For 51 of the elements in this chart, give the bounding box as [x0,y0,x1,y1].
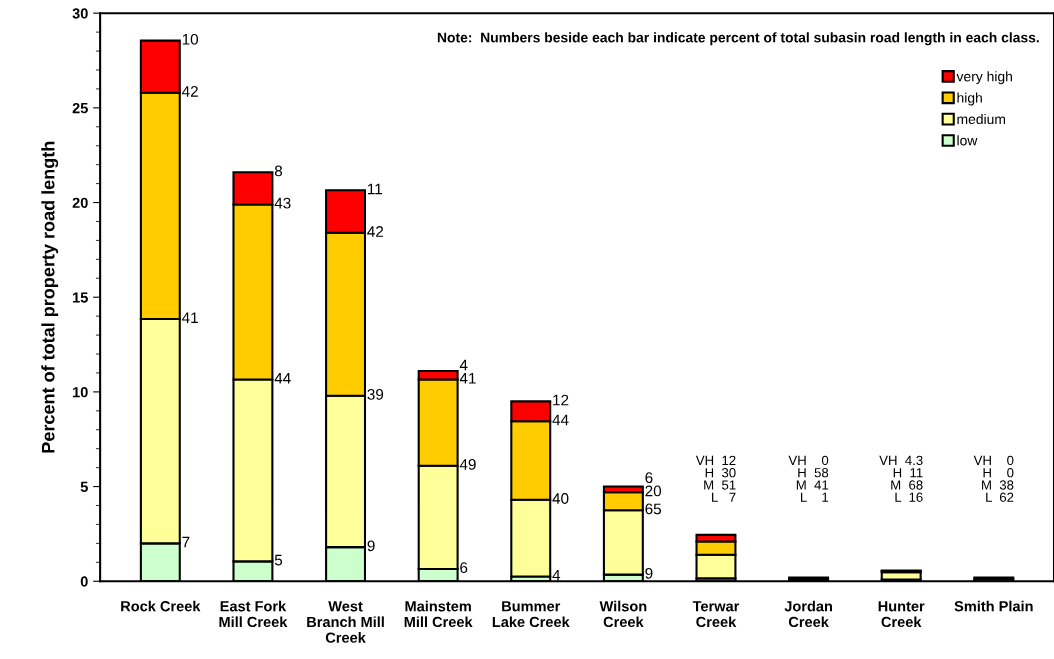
annotation: VH 12 H 30 M 51 L 7 [695,455,736,502]
annotation: 40 [552,493,569,504]
y-tick-label: 25 [72,102,88,114]
annotation: 8 [274,165,283,177]
annotation: VH 0 H 58 M 41 L 1 [788,455,829,502]
x-tick-label: Wilson Creek [599,600,647,628]
y-tick-label: 0 [80,576,88,587]
annotation: 12 [553,394,569,406]
annotation: 65 [645,503,662,515]
annotation: 41 [181,312,198,323]
y-tick-label: 15 [73,292,88,303]
y-tick-label: 5 [80,481,88,492]
x-tick-label: Rock Creek [121,600,201,612]
legend-label: very high [956,71,1012,85]
y-tick-label: 10 [73,386,88,398]
legend-label: low [957,135,978,146]
y-tick-label: 30 [72,8,88,19]
legend-label: high [957,92,982,106]
y-axis-title: Percent of total property road length [41,141,59,453]
annotation: 44 [552,414,569,426]
annotation: 9 [645,567,653,579]
annotation: 6 [645,472,653,484]
annotation: 7 [182,536,190,548]
annotation: 44 [274,373,291,384]
annotation: 10 [182,33,199,45]
x-tick-label: Terwar Creek [692,601,740,628]
annotation: 4 [459,359,468,371]
annotation: 5 [274,554,283,566]
annotation: 9 [367,540,375,552]
annotation: 6 [460,562,468,574]
x-tick-label: Mainstem Mill Creek [404,600,473,628]
x-tick-label: West Branch Mill Creek [307,601,384,643]
annotation: 39 [367,388,384,400]
x-tick-label: Hunter Creek [878,601,925,628]
y-tick-label: 20 [72,197,88,208]
annotation: VH 4.3 H 11 M 68 L 16 [879,455,923,502]
annotation: 11 [368,183,382,195]
x-tick-label: Smith Plain [954,600,1033,612]
legend-label: medium [957,113,1006,125]
x-tick-label: East Fork Mill Creek [219,600,288,628]
x-tick-label: Jordan Creek [784,600,832,628]
annotation: 49 [459,459,476,470]
annotation: 20 [645,485,662,497]
annotation: 42 [367,226,384,237]
annotation: 4 [552,569,561,581]
annotation: VH 0 H 0 M 38 L 62 [973,455,1014,502]
annotation: 42 [181,85,198,97]
annotation: Note: Numbers beside each bar indicate percent of total subasin road length in each class. [437,32,1039,46]
annotation: 41 [459,373,476,384]
x-tick-label: Bummer Lake Creek [492,601,570,628]
annotation: 43 [274,197,291,209]
